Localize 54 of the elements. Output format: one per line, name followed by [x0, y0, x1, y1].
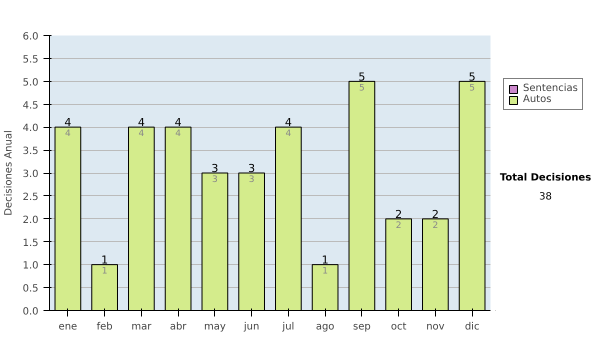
x-tick-label: mar: [131, 322, 152, 332]
y-tick-label: 2.0: [22, 214, 39, 226]
x-tick-label: ene: [58, 322, 78, 332]
total-label: 1: [101, 254, 108, 267]
data-label: 1: [102, 266, 108, 277]
data-label: 4: [286, 129, 292, 140]
data-label: 1: [322, 266, 328, 277]
total-label: 1: [322, 254, 329, 267]
x-tick-label: feb: [96, 322, 113, 332]
x-tick-label: oct: [390, 322, 406, 332]
text: Total Decisiones: [500, 172, 592, 184]
x-tick-label: sep: [353, 322, 371, 332]
legend-label: Autos: [523, 94, 552, 105]
total-label: 2: [432, 208, 439, 221]
data-label: 4: [138, 129, 145, 140]
text: 38: [539, 192, 552, 203]
total-label: 4: [284, 116, 292, 130]
y-tick-label: 5.0: [22, 77, 39, 88]
x-tick-label: nov: [426, 322, 445, 332]
x-tick-label: jun: [242, 322, 260, 332]
data-label: 5: [469, 83, 475, 94]
y-tick-label: 0.0: [22, 306, 39, 318]
y-tick-label: 3.0: [22, 169, 39, 180]
x-tick-label: ago: [316, 322, 334, 332]
y-tick-label: 1.0: [22, 260, 39, 272]
total-label: 5: [468, 70, 476, 84]
y-tick-label: 6.0: [22, 32, 39, 42]
x-tick-label: abr: [170, 322, 188, 332]
y-tick-label: 4.0: [22, 123, 39, 134]
data-label: 3: [212, 175, 218, 185]
total-label: 4: [138, 116, 145, 130]
y-tick-label: 1.5: [22, 238, 39, 249]
y-tick-label: 5.5: [22, 54, 39, 66]
y-tick-label: 3.5: [22, 146, 39, 158]
y-tick-label: 0.5: [22, 284, 39, 295]
total-label: 2: [395, 208, 402, 221]
data-label: 2: [396, 220, 402, 231]
x-tick-label: may: [204, 322, 226, 332]
y-tick-label: 2.5: [22, 192, 39, 203]
data-label: 3: [248, 175, 254, 185]
legend-label: Sentencias: [523, 83, 578, 94]
total-label: 3: [248, 162, 256, 175]
x-tick-label: jul: [281, 322, 294, 332]
y-tick-label: 4.5: [22, 100, 39, 112]
data-label: 4: [175, 129, 182, 140]
total-label: 4: [174, 116, 182, 130]
total-label: 4: [64, 116, 72, 130]
y-axis-title: Decisiones Anual: [4, 130, 15, 216]
total-label: 3: [211, 162, 218, 175]
data-label: 5: [359, 83, 365, 94]
data-label: 4: [65, 129, 72, 140]
data-label: 2: [432, 220, 438, 231]
x-tick-label: dic: [464, 322, 480, 332]
total-label: 5: [358, 70, 366, 84]
